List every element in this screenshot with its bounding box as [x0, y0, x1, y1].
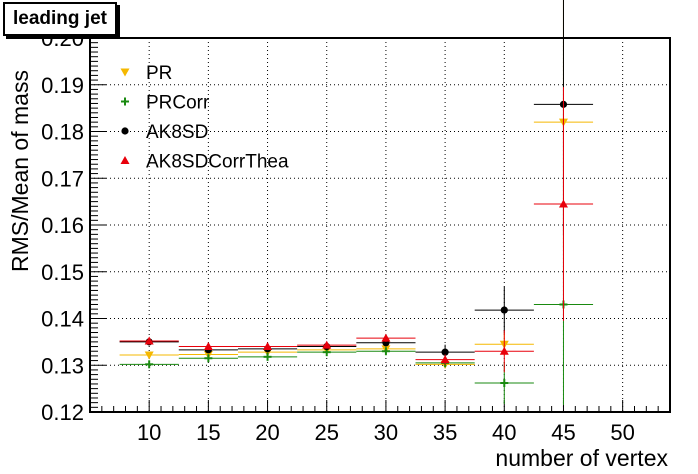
- series-ak8sd: [119, 0, 594, 360]
- legend-marker-ak8sd: [121, 127, 129, 135]
- legend-label: AK8SD: [146, 122, 208, 143]
- series-ak8sdcorrthea: [119, 87, 594, 373]
- x-tick-label: 20: [255, 420, 279, 445]
- data-point: [145, 360, 154, 369]
- data-point: [263, 342, 273, 351]
- y-tick-label: 0.19: [41, 73, 84, 98]
- x-tick-label: 45: [551, 420, 575, 445]
- y-tick-label: 0.16: [41, 213, 84, 238]
- y-axis-label: RMS/Mean of mass: [7, 70, 33, 272]
- data-point: [441, 348, 449, 356]
- y-tick-label: 0.14: [41, 307, 84, 332]
- legend: PR PRCorr AK8SD AK8SDCorrThea: [120, 63, 289, 173]
- data-point: [499, 346, 509, 355]
- data-point: [558, 199, 568, 208]
- x-tick-label: 30: [374, 420, 398, 445]
- x-tick-label: 10: [137, 420, 161, 445]
- y-tick-label: 0.12: [41, 400, 84, 425]
- tick-labels: 10 15 20 25 30 35 40 45 50 0.12 0.13 0.14 0.15 0.16 0.…: [41, 26, 635, 445]
- x-tick-label: 35: [433, 420, 457, 445]
- data-point: [381, 333, 391, 342]
- data-marks: [119, 0, 594, 405]
- series-prcorr: [119, 203, 594, 405]
- data-point: [440, 355, 450, 364]
- data-point: [500, 306, 508, 314]
- data-point: [263, 352, 272, 361]
- legend-marker-prcorr: [121, 97, 129, 106]
- y-tick-label: 0.17: [41, 166, 84, 191]
- x-tick-label: 50: [610, 420, 634, 445]
- data-point: [203, 342, 213, 351]
- data-point: [204, 354, 213, 363]
- data-point: [381, 347, 390, 356]
- grid-lines: [90, 38, 670, 412]
- data-point: [144, 351, 154, 360]
- data-point: [500, 379, 509, 388]
- x-tick-label: 40: [492, 420, 516, 445]
- plot-frame: [89, 37, 671, 413]
- legend-label: PR: [146, 63, 172, 84]
- data-point: [322, 340, 332, 349]
- series-pr: [119, 0, 594, 369]
- legend-label: AK8SDCorrThea: [146, 152, 289, 173]
- y-tick-label: 0.13: [41, 353, 84, 378]
- legend-marker-ak8sdcorrthea: [120, 156, 130, 164]
- y-tick-label: 0.15: [41, 260, 84, 285]
- legend-label: PRCorr: [146, 93, 210, 114]
- data-point: [144, 336, 154, 345]
- y-tick-label: 0.18: [41, 120, 84, 145]
- x-tick-label: 25: [314, 420, 338, 445]
- x-tick-label: 15: [196, 420, 220, 445]
- legend-marker-pr: [120, 68, 130, 77]
- chart-title: leading jet: [3, 2, 117, 36]
- x-axis-label: number of vertex: [495, 445, 668, 471]
